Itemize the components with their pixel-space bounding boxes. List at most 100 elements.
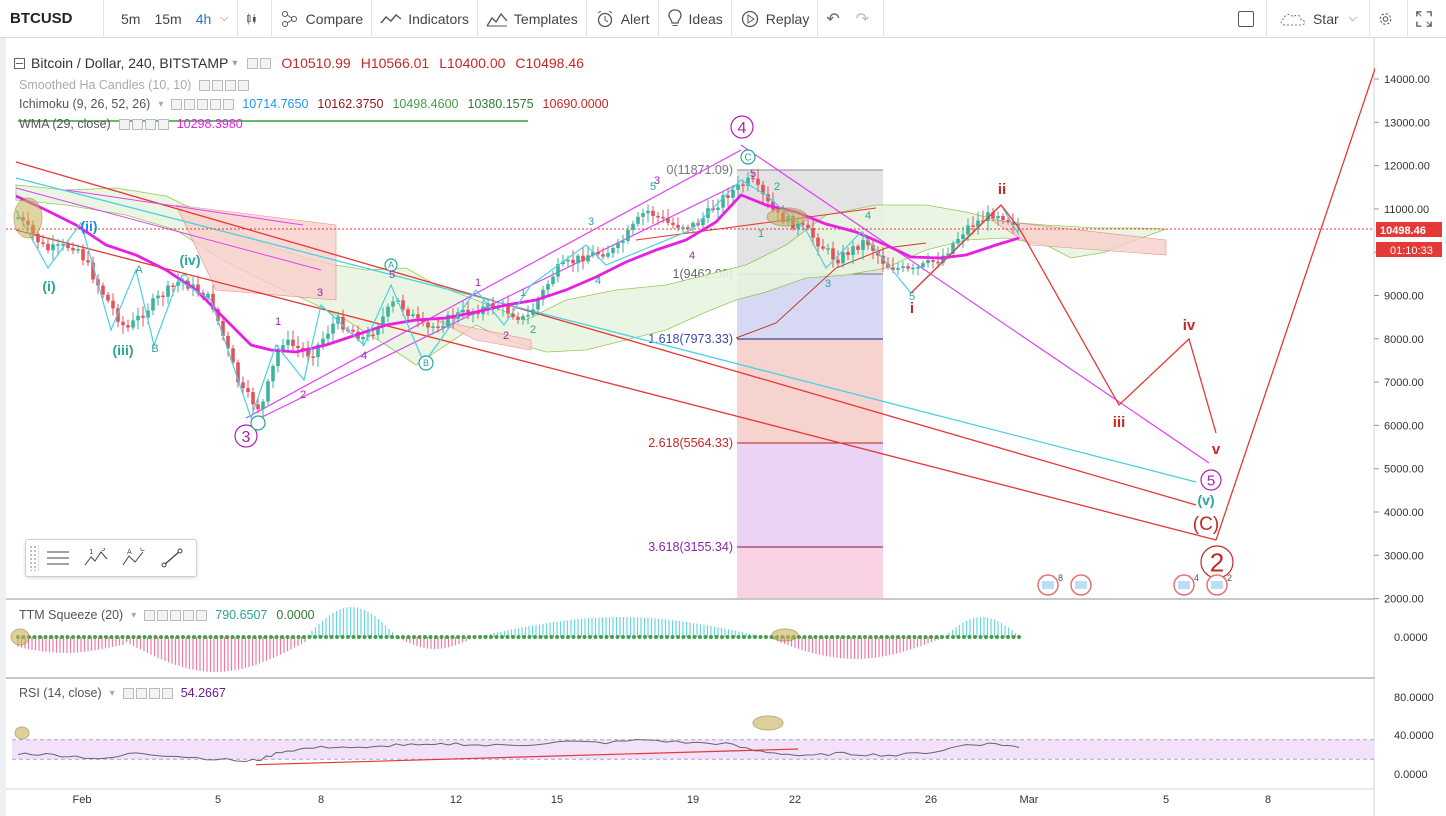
fullscreen-button[interactable] [1408, 0, 1446, 38]
ttm-dot [813, 635, 818, 639]
code-icon[interactable] [170, 609, 182, 621]
add-icon[interactable] [210, 98, 222, 110]
indicators-button[interactable]: Indicators [372, 0, 478, 38]
wave-3-label: 3 [242, 429, 251, 446]
close-icon[interactable] [223, 98, 235, 110]
wave-number: A [135, 264, 143, 276]
candle-body [971, 225, 975, 227]
alert-button[interactable]: Alert [587, 0, 659, 38]
settings-small-icon[interactable] [184, 98, 196, 110]
chart-style-button[interactable] [238, 0, 272, 38]
expand-icon [1416, 10, 1432, 27]
chart-area[interactable]: 0(11871.09) 1(9462.09) 1.618(7973.33) 2.618… [0, 38, 1446, 816]
candle-body [1016, 224, 1020, 226]
eye-icon[interactable] [118, 118, 130, 130]
price-tick-label: 8000.00 [1384, 334, 1424, 346]
wma-line [15, 193, 1020, 354]
close-icon[interactable] [196, 609, 208, 621]
ttm-dot [335, 635, 339, 639]
add-icon[interactable] [183, 609, 195, 621]
ttm-dot [874, 635, 878, 639]
main-legend: Bitcoin / Dollar, 240, BITSTAMP ▾ O10510… [14, 55, 584, 71]
close-icon[interactable] [161, 687, 173, 699]
close-icon[interactable] [157, 118, 169, 130]
undo-button[interactable]: ↶ [826, 10, 840, 28]
rsi-axis-label: 0.0000 [1394, 769, 1428, 781]
code-icon[interactable] [225, 79, 237, 91]
ttm-dot [593, 635, 598, 639]
candle-body [291, 339, 295, 346]
eye-icon[interactable] [122, 687, 134, 699]
ttm-dot [764, 635, 768, 639]
interval-5m[interactable]: 5m [121, 10, 141, 27]
ttm-dot [76, 635, 81, 639]
settings-small-icon[interactable] [212, 79, 224, 91]
eye-icon[interactable] [247, 57, 259, 69]
drag-handle[interactable] [29, 545, 39, 571]
highlight-oval [13, 197, 43, 239]
chevron-down-icon[interactable]: ▾ [158, 98, 164, 110]
time-axis-label: 26 [925, 794, 937, 806]
candle-body [416, 314, 420, 319]
eye-icon[interactable] [171, 98, 183, 110]
layout-star-button[interactable]: Star ⌵ [1267, 0, 1370, 38]
settings-button[interactable] [1370, 0, 1408, 38]
candle-body [86, 260, 90, 263]
settings-small-icon[interactable] [157, 609, 169, 621]
add-icon[interactable] [148, 687, 160, 699]
wave-number: B [151, 343, 158, 355]
lines-tool-button[interactable] [39, 540, 77, 576]
chevron-down-icon[interactable]: ⌵ [220, 12, 229, 24]
candle-body [506, 304, 510, 314]
collapse-icon[interactable] [14, 57, 25, 69]
ideas-button[interactable]: Ideas [659, 0, 732, 38]
price-chart[interactable]: 0(11871.09)1(9462.09)1.618(7973.33)2.618… [6, 38, 1446, 816]
candle-body [61, 244, 65, 246]
candle-body [636, 216, 640, 224]
symbol-search[interactable]: BTCUSD [0, 0, 104, 38]
candle-body [581, 255, 585, 262]
settings-small-icon[interactable] [131, 118, 143, 130]
ttm-dot [357, 635, 361, 639]
candle-body [491, 303, 495, 309]
templates-button[interactable]: Templates [478, 0, 587, 38]
candle-body [36, 233, 40, 243]
chevron-down-icon[interactable]: ▾ [131, 609, 137, 621]
eye-icon[interactable] [144, 609, 156, 621]
fullscreen-toggle-button[interactable] [1227, 0, 1267, 38]
candle-body [121, 321, 125, 326]
ttm-dot [907, 635, 911, 639]
ttm-dot [478, 635, 482, 639]
ttm-dot [456, 635, 460, 639]
redo-button[interactable]: ↷ [848, 0, 885, 38]
low-value: L10400.00 [439, 55, 506, 71]
close-icon[interactable] [238, 79, 250, 91]
settings-small-icon[interactable] [135, 687, 147, 699]
ttm-dot [280, 635, 284, 639]
wave-iii-label: iii [1113, 414, 1126, 431]
candle-body [211, 293, 215, 310]
code-icon[interactable] [197, 98, 209, 110]
trendline-tool-button[interactable] [153, 540, 191, 576]
candle-body [691, 222, 695, 228]
candle-body [611, 247, 615, 254]
candle-body [616, 242, 620, 248]
ttm-dot [153, 635, 158, 639]
add-icon[interactable] [144, 118, 156, 130]
event-count: 2 [1227, 573, 1232, 583]
ttm-dot [417, 635, 422, 639]
eye-icon[interactable] [199, 79, 211, 91]
replay-button[interactable]: Replay [732, 0, 819, 38]
interval-4h[interactable]: 4h [195, 10, 212, 27]
chevron-down-icon[interactable]: ▾ [232, 57, 238, 69]
compare-button[interactable]: Compare [272, 0, 373, 38]
ttm-dot [945, 635, 950, 639]
ttm-dot [137, 635, 141, 639]
candle-body [821, 246, 825, 249]
ttm-dot [857, 635, 862, 639]
settings-small-icon[interactable] [260, 57, 272, 69]
interval-15m[interactable]: 15m [154, 10, 182, 27]
chevron-down-icon[interactable]: ▾ [109, 687, 115, 699]
